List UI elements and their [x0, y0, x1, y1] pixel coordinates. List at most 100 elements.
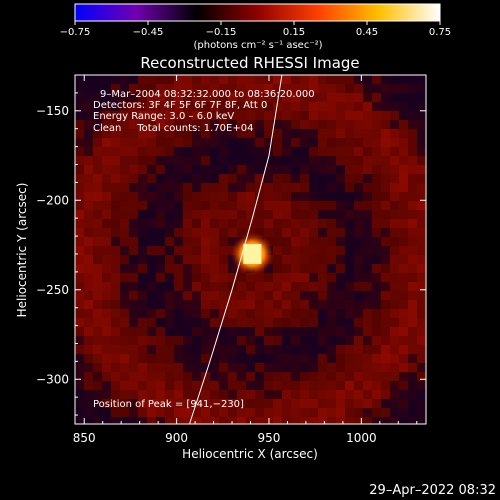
heatmap-cell [219, 129, 228, 138]
heatmap-cell [381, 336, 390, 345]
heatmap-cell [399, 174, 408, 183]
heatmap-cell [417, 300, 426, 309]
heatmap-cell [201, 264, 210, 273]
heatmap-cell [147, 111, 156, 120]
heatmap-cell [102, 318, 111, 327]
heatmap-cell [129, 174, 138, 183]
heatmap-cell [372, 183, 381, 192]
heatmap-cell [111, 345, 120, 354]
heatmap-cell [102, 255, 111, 264]
heatmap-cell [264, 327, 273, 336]
heatmap-cell [291, 93, 300, 102]
heatmap-cell [336, 291, 345, 300]
heatmap-cell [138, 147, 147, 156]
heatmap-cell [390, 327, 399, 336]
heatmap-cell [264, 282, 273, 291]
heatmap-cell [372, 336, 381, 345]
heatmap-cell [165, 327, 174, 336]
heatmap-cell [120, 390, 129, 399]
heatmap-cell [309, 399, 318, 408]
heatmap-cell [291, 165, 300, 174]
heatmap-cell [354, 336, 363, 345]
heatmap-cell [417, 210, 426, 219]
heatmap-cell [372, 300, 381, 309]
heatmap-cell [183, 363, 192, 372]
heatmap-cell [264, 147, 273, 156]
heatmap-cell [372, 129, 381, 138]
heatmap-cell [174, 363, 183, 372]
heatmap-cell [363, 228, 372, 237]
heatmap-cell [417, 309, 426, 318]
heatmap-cell [282, 111, 291, 120]
heatmap-cell [120, 147, 129, 156]
heatmap-cell [156, 84, 165, 93]
heatmap-cell [327, 129, 336, 138]
heatmap-cell [336, 381, 345, 390]
heatmap-cell [417, 201, 426, 210]
heatmap-cell [390, 147, 399, 156]
heatmap-cell [165, 363, 174, 372]
heatmap-cell [381, 192, 390, 201]
heatmap-cell [246, 201, 255, 210]
heatmap-cell [318, 174, 327, 183]
heatmap-cell [210, 75, 219, 84]
heatmap-cell [165, 129, 174, 138]
heatmap-cell [354, 165, 363, 174]
heatmap-cell [390, 417, 399, 424]
heatmap-cell [183, 273, 192, 282]
heatmap-cell [336, 237, 345, 246]
heatmap-cell [363, 84, 372, 93]
heatmap-cell [291, 228, 300, 237]
heatmap-cell [138, 75, 147, 84]
heatmap-cell [174, 165, 183, 174]
heatmap-cell [390, 336, 399, 345]
heatmap-cell [390, 354, 399, 363]
heatmap-cell [300, 390, 309, 399]
heatmap-cell [84, 237, 93, 246]
heatmap-cell [327, 372, 336, 381]
heatmap-cell [165, 75, 174, 84]
heatmap-cell [318, 75, 327, 84]
heatmap-cell [84, 354, 93, 363]
heatmap-cell [291, 174, 300, 183]
heatmap-cell [84, 75, 93, 84]
heatmap-cell [327, 300, 336, 309]
heatmap-cell [156, 318, 165, 327]
heatmap-cell [111, 282, 120, 291]
heatmap-cell [138, 372, 147, 381]
heatmap-cell [156, 237, 165, 246]
heatmap-cell [309, 102, 318, 111]
heatmap-cell [327, 147, 336, 156]
heatmap-cell [291, 327, 300, 336]
heatmap-cell [399, 273, 408, 282]
heatmap-cell [192, 228, 201, 237]
heatmap-cell [336, 327, 345, 336]
heatmap-cell [255, 129, 264, 138]
heatmap-cell [147, 291, 156, 300]
heatmap-cell [147, 210, 156, 219]
heatmap-cell [93, 201, 102, 210]
heatmap-cell [282, 390, 291, 399]
heatmap-cell [93, 318, 102, 327]
heatmap-cell [210, 84, 219, 93]
heatmap-cell [417, 318, 426, 327]
heatmap-cell [390, 183, 399, 192]
heatmap-cell [84, 138, 93, 147]
heatmap-cell [363, 183, 372, 192]
heatmap-cell [156, 273, 165, 282]
heatmap-cell [111, 111, 120, 120]
heatmap-cell [192, 183, 201, 192]
heatmap-cell [93, 210, 102, 219]
heatmap-cell [399, 255, 408, 264]
heatmap-cell [147, 93, 156, 102]
heatmap-cell [246, 318, 255, 327]
heatmap-cell [84, 318, 93, 327]
heatmap-cell [399, 210, 408, 219]
heatmap-cell [264, 399, 273, 408]
heatmap-cell [381, 273, 390, 282]
heatmap-cell [228, 354, 237, 363]
heatmap-cell [174, 273, 183, 282]
heatmap-cell [219, 201, 228, 210]
heatmap-cell [84, 291, 93, 300]
heatmap-cell [219, 372, 228, 381]
